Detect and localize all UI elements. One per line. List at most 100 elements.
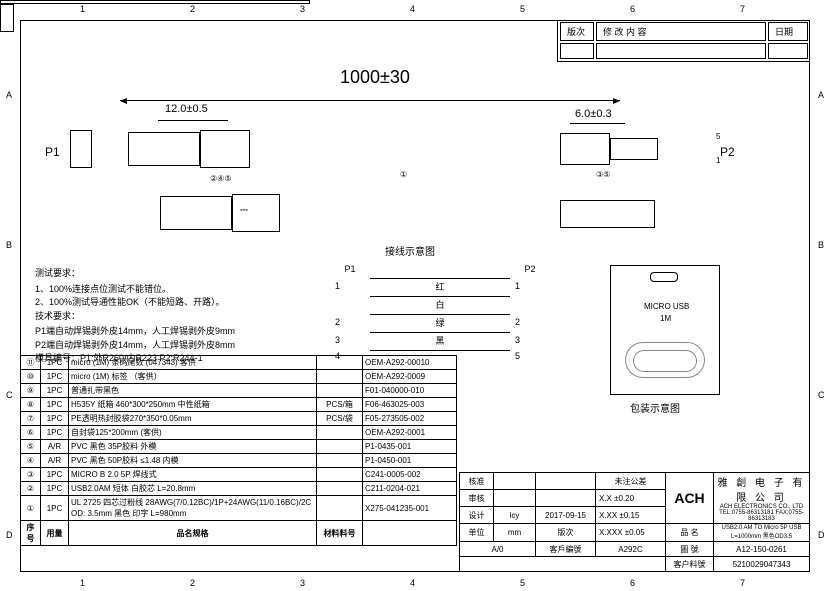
packaging-hole bbox=[650, 272, 678, 282]
pm-label: 品 名 bbox=[666, 524, 714, 542]
p2-length-dim: 6.0±0.3 bbox=[575, 108, 612, 120]
bom-cell: PCS/箱 bbox=[317, 398, 363, 412]
bom-hdr-mat: 材料料号 bbox=[317, 521, 363, 546]
bom-cell: ⑪ bbox=[21, 356, 41, 370]
rev-col: 版次 bbox=[560, 22, 594, 41]
bom-cell: PVC 黑色 50P胶料 ≤1.48 内模 bbox=[69, 454, 317, 468]
bom-row: ⑥1PC自封袋125*200mm (客供) OEM-A292-0001 bbox=[21, 426, 457, 440]
p2-front-view bbox=[0, 4, 14, 32]
ruler-left: A bbox=[6, 90, 12, 100]
drawing-number: A12-150-0261 bbox=[714, 542, 810, 557]
bom-cell: C241-0005-002 bbox=[363, 468, 457, 482]
p2-side-view bbox=[610, 138, 658, 160]
wiring-cell: 5 bbox=[512, 350, 548, 362]
bom-cell: OEM-A292-0009 bbox=[363, 370, 457, 384]
bom-cell: UL 2725 四芯过粉线 28AWG(7/0.12BC)/1P+24AWG(1… bbox=[69, 496, 317, 521]
bom-cell bbox=[317, 482, 363, 496]
bom-cell: ⑨ bbox=[21, 384, 41, 398]
bom-row: ⑦1PCPE透明热封胶袋270*350*0.05mmPCS/袋F05-27350… bbox=[21, 412, 457, 426]
bom-cell: 自封袋125*200mm (客供) bbox=[69, 426, 317, 440]
bom-cell: micro (1M) 标签 （客供） bbox=[69, 370, 317, 384]
cust-label: 客戶編號 bbox=[536, 542, 596, 557]
wiring-table: P1 P2 1红1 白 2绿2 3黑3 45 bbox=[330, 262, 550, 364]
p2-dim-line bbox=[570, 123, 625, 124]
unit: mm bbox=[494, 524, 536, 542]
bom-row: ⑪1PCmicro (1M) 条码尾数 (047343) 客供OEM-A292-… bbox=[21, 356, 457, 370]
bom-cell bbox=[317, 356, 363, 370]
bom-cell: ⑦ bbox=[21, 412, 41, 426]
title-block: 核准 未注公差 ACH 雅 創 电 子 有 限 公 司 ACH ELECTRON… bbox=[459, 472, 810, 572]
ruler-top: 6 bbox=[630, 4, 635, 14]
bom-cell: ④ bbox=[21, 454, 41, 468]
bom-cell bbox=[317, 440, 363, 454]
pin5: 5 bbox=[716, 132, 720, 141]
design-label: 设计 bbox=[460, 507, 494, 524]
bom-table: ⑪1PCmicro (1M) 条码尾数 (047343) 客供OEM-A292-… bbox=[20, 355, 457, 546]
bom-cell: 1PC bbox=[41, 412, 69, 426]
wiring-cell: 1 bbox=[512, 278, 548, 294]
packaging-title: 包装示意图 bbox=[630, 400, 680, 415]
bom-row: ④A/RPVC 黑色 50P胶料 ≤1.48 内模P1-0450-001 bbox=[21, 454, 457, 468]
p1-length-dim: 12.0±0.5 bbox=[165, 103, 208, 115]
wiring-cell: 白 bbox=[370, 296, 510, 312]
design-date: 2017-09-15 bbox=[536, 507, 596, 524]
company-sub: TEL:0755-86313181 FAX:0755-86313183 bbox=[717, 510, 806, 522]
bom-hdr-idx: 序号 bbox=[21, 521, 41, 546]
bom-cell: PE透明热封胶袋270*350*0.05mm bbox=[69, 412, 317, 426]
bom-cell bbox=[317, 496, 363, 521]
bom-cell: ③ bbox=[21, 468, 41, 482]
bom-cell: OEM-A292-0001 bbox=[363, 426, 457, 440]
bom-cell: ⑧ bbox=[21, 398, 41, 412]
bom-cell: 1PC bbox=[41, 482, 69, 496]
check-label: 审核 bbox=[460, 490, 494, 507]
bom-row: ⑩1PCmicro (1M) 标签 （客供）OEM-A292-0009 bbox=[21, 370, 457, 384]
product-name: USB2.0 AM TO Micro 5P USB L=1000mm 黑色OD3… bbox=[714, 524, 810, 542]
bom-cell: F06-463025-003 bbox=[363, 398, 457, 412]
bom-cell: USB2.0AM 短体 白胶芯 L=20.8mm bbox=[69, 482, 317, 496]
bom-cell: ⑩ bbox=[21, 370, 41, 384]
overall-dim-line bbox=[120, 100, 620, 101]
bom-cell: 1PC bbox=[41, 356, 69, 370]
ruler-top: 5 bbox=[520, 4, 525, 14]
p1-side-view bbox=[128, 132, 200, 166]
tol3: X.XXX ±0.05 bbox=[596, 524, 666, 542]
wiring-cell: 3 bbox=[332, 332, 368, 348]
ruler-left: D bbox=[6, 530, 13, 540]
ruler-bottom: 1 bbox=[80, 578, 85, 588]
bom-cell bbox=[317, 454, 363, 468]
bom-cell: 1PC bbox=[41, 496, 69, 521]
p2-body bbox=[560, 133, 610, 165]
bom-cell: P1-0435-001 bbox=[363, 440, 457, 454]
bom-cell: 1PC bbox=[41, 426, 69, 440]
bom-cell: X275-041235-001 bbox=[363, 496, 457, 521]
ruler-top: 3 bbox=[300, 4, 305, 14]
wiring-cell: 2 bbox=[512, 314, 548, 330]
bom-cell: PCS/袋 bbox=[317, 412, 363, 426]
pin1: 1 bbox=[716, 156, 720, 165]
rev: A/0 bbox=[460, 542, 536, 557]
change-col: 修 改 内 容 bbox=[596, 22, 766, 41]
ruler-left: C bbox=[6, 390, 13, 400]
cable-callout: ① bbox=[400, 170, 407, 179]
bom-cell: micro (1M) 条码尾数 (047343) 客供 bbox=[69, 356, 317, 370]
wiring-p2-hdr: P2 bbox=[512, 264, 548, 276]
wiring-cell: 2 bbox=[332, 314, 368, 330]
test-req-2: 2、100%测试导通性能OK（不能短路、开路）。 bbox=[35, 296, 315, 310]
bom-cell bbox=[317, 370, 363, 384]
ruler-right: C bbox=[818, 390, 825, 400]
bom-row: ③1PCMICRO B 2.0 5P 焊线式C241-0005-002 bbox=[21, 468, 457, 482]
cust: A292C bbox=[596, 542, 666, 557]
tolerance-title: 未注公差 bbox=[596, 473, 666, 490]
p2-callouts: ③⑤ bbox=[596, 170, 610, 179]
bom-cell bbox=[317, 384, 363, 398]
requirements-block: 测试要求： 1、100%连接点位测试不能错位。 2、100%测试导通性能OK（不… bbox=[35, 267, 315, 366]
pkg-label1: MICRO USB bbox=[644, 302, 689, 311]
unit-label: 单位 bbox=[460, 524, 494, 542]
tol1: X.X ±0.20 bbox=[596, 490, 666, 507]
bom-cell: 1PC bbox=[41, 384, 69, 398]
wiring-cell: 红 bbox=[370, 278, 510, 294]
ruler-right: D bbox=[818, 530, 825, 540]
tech-req-1: P1端自动焊锡剥外皮14mm，人工焊锡剥外皮9mm bbox=[35, 325, 315, 339]
p1-body bbox=[200, 130, 250, 168]
bom-cell: ⑥ bbox=[21, 426, 41, 440]
